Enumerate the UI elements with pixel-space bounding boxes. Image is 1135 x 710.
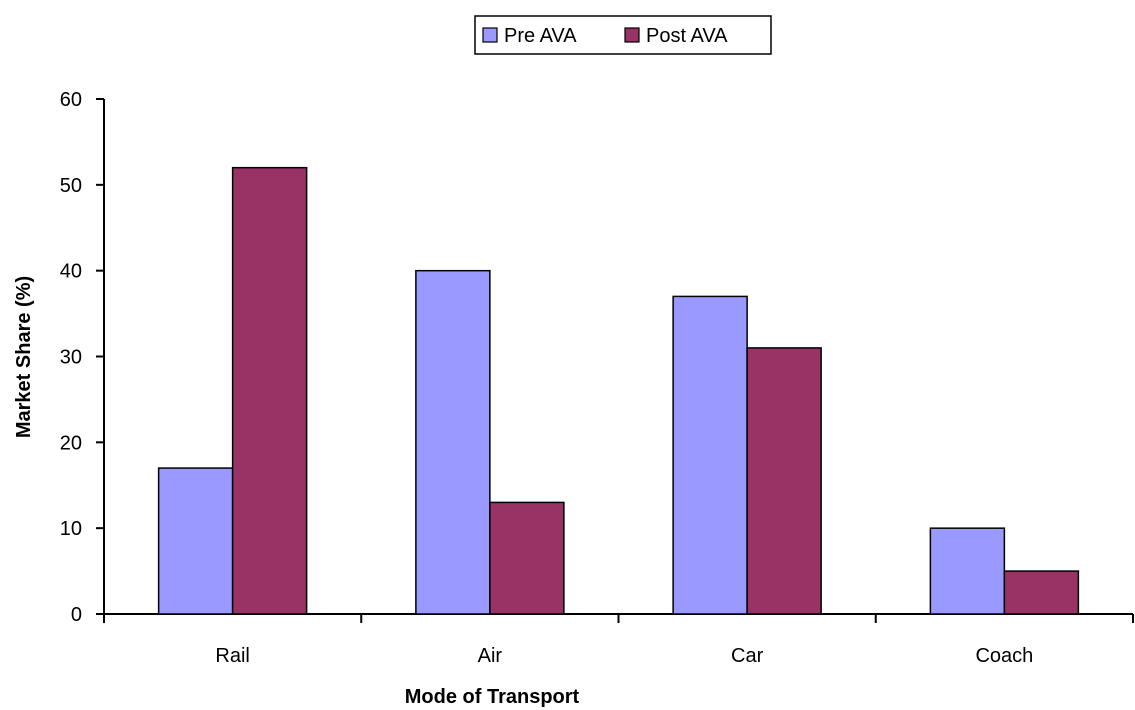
bar-post-ava-car xyxy=(746,347,822,615)
y-tick-label: 50 xyxy=(60,175,82,197)
x-tick-label: Air xyxy=(478,645,503,667)
y-axis: 0 10 20 30 40 50 60 xyxy=(60,89,105,626)
chart-legend: Pre AVA Post AVA xyxy=(474,15,772,55)
x-axis-title: Mode of Transport xyxy=(405,686,580,708)
x-tick-label: Rail xyxy=(215,645,249,667)
bar-pre-ava-coach xyxy=(929,527,1006,615)
y-tick-label: 10 xyxy=(60,518,82,540)
bars-group xyxy=(157,166,1080,615)
legend-swatch-pre-ava xyxy=(482,27,498,43)
y-tick-label: 40 xyxy=(60,261,82,283)
x-tick-label: Coach xyxy=(975,645,1033,667)
x-tick-label: Car xyxy=(731,645,764,667)
bar-post-ava-coach xyxy=(1003,570,1080,615)
y-tick-label: 20 xyxy=(60,432,82,454)
x-axis: Rail Air Car Coach xyxy=(103,613,1134,667)
legend-swatch-post-ava xyxy=(624,27,640,43)
bar-post-ava-air xyxy=(489,501,565,615)
bar-post-ava-rail xyxy=(231,166,308,615)
y-tick-label: 30 xyxy=(60,347,82,369)
bar-pre-ava-rail xyxy=(157,467,234,615)
bar-pre-ava-air xyxy=(415,269,491,615)
y-tick-label: 60 xyxy=(60,89,82,111)
legend-label: Pre AVA xyxy=(504,25,577,47)
y-tick-label: 0 xyxy=(71,604,82,626)
legend-box xyxy=(474,15,772,55)
legend-label: Post AVA xyxy=(646,25,728,47)
bar-pre-ava-car xyxy=(672,295,748,615)
y-axis-title: Market Share (%) xyxy=(13,276,35,438)
